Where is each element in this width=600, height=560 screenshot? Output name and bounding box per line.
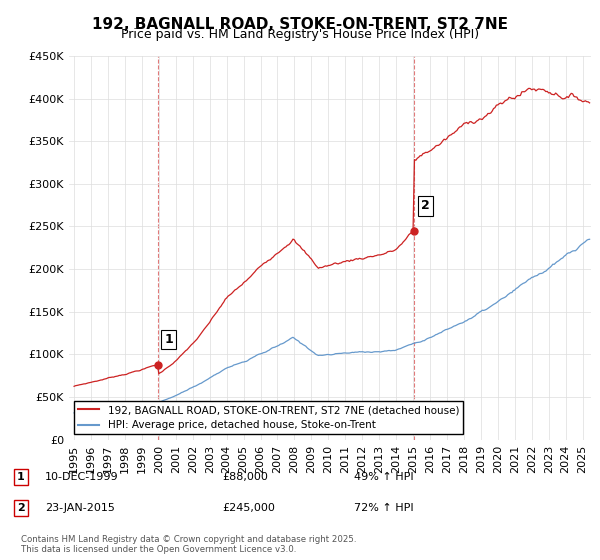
Text: 23-JAN-2015: 23-JAN-2015: [45, 503, 115, 513]
Legend: 192, BAGNALL ROAD, STOKE-ON-TRENT, ST2 7NE (detached house), HPI: Average price,: 192, BAGNALL ROAD, STOKE-ON-TRENT, ST2 7…: [74, 401, 463, 435]
Text: Contains HM Land Registry data © Crown copyright and database right 2025.
This d: Contains HM Land Registry data © Crown c…: [21, 535, 356, 554]
Text: 49% ↑ HPI: 49% ↑ HPI: [354, 472, 413, 482]
Text: 1: 1: [17, 472, 25, 482]
Text: 192, BAGNALL ROAD, STOKE-ON-TRENT, ST2 7NE: 192, BAGNALL ROAD, STOKE-ON-TRENT, ST2 7…: [92, 17, 508, 32]
Text: £245,000: £245,000: [222, 503, 275, 513]
Text: 72% ↑ HPI: 72% ↑ HPI: [354, 503, 413, 513]
Text: Price paid vs. HM Land Registry's House Price Index (HPI): Price paid vs. HM Land Registry's House …: [121, 28, 479, 41]
Text: 1: 1: [164, 333, 173, 346]
Text: 2: 2: [17, 503, 25, 513]
Text: 2: 2: [421, 199, 430, 212]
Text: 10-DEC-1999: 10-DEC-1999: [45, 472, 119, 482]
Text: £88,000: £88,000: [222, 472, 268, 482]
